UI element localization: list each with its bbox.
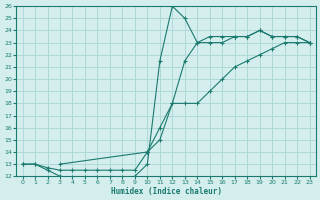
X-axis label: Humidex (Indice chaleur): Humidex (Indice chaleur)	[111, 187, 221, 196]
